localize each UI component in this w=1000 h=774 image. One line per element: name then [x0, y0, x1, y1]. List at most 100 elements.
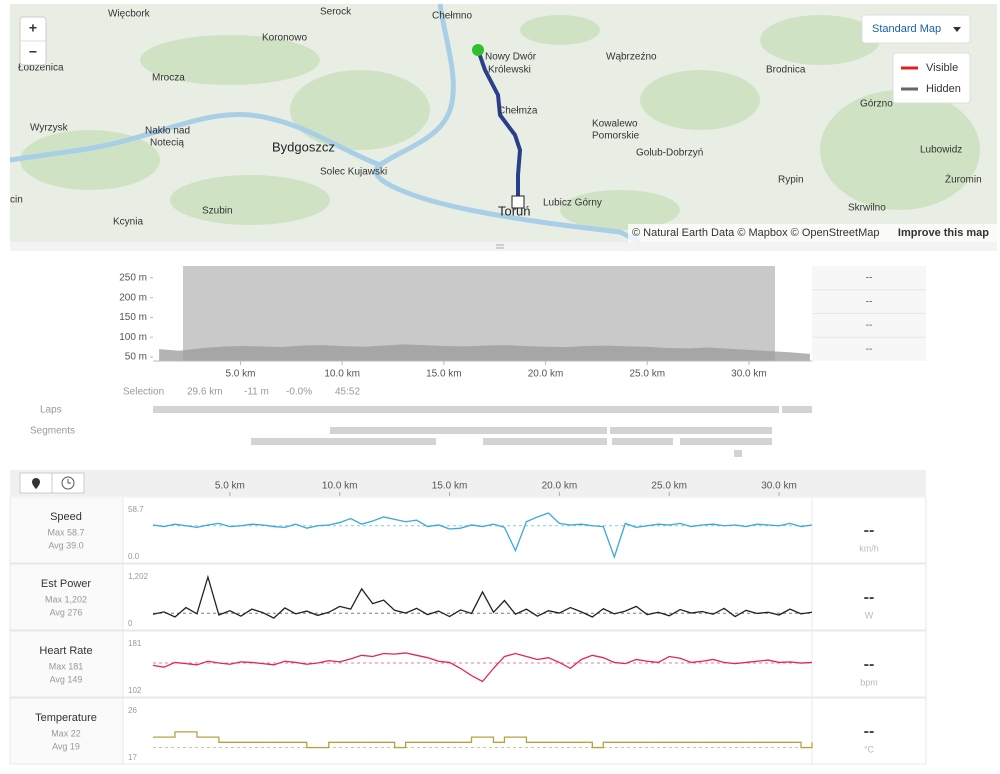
- stream-current: --: [864, 723, 875, 740]
- streams-header: [10, 470, 926, 496]
- x-tick-label: 30.0 km: [761, 481, 797, 492]
- zoom-controls: + −: [19, 16, 47, 66]
- row-plot-cell: [122, 496, 813, 564]
- stream-current: --: [864, 589, 875, 606]
- place: Pomorskie: [592, 131, 640, 142]
- place: Szubin: [202, 206, 233, 217]
- x-tick-label: 5.0 km: [225, 369, 255, 380]
- place: Kcynia: [113, 217, 143, 228]
- stream-name: Heart Rate: [39, 645, 92, 657]
- resize-handle[interactable]: [10, 242, 997, 251]
- laps-label: Laps: [40, 405, 62, 416]
- stream-max: Max 58.7: [47, 527, 84, 537]
- stream-current: --: [864, 656, 875, 673]
- place: Bydgoszcz: [272, 139, 335, 154]
- attribution-bg: [628, 224, 997, 242]
- y-tick-label: 26: [128, 706, 137, 715]
- stream-max: Max 1,202: [45, 594, 87, 604]
- place: Więcbork: [108, 9, 151, 20]
- place: Górzno: [860, 99, 893, 110]
- side-value: --: [866, 273, 873, 284]
- x-tick-label: 15.0 km: [432, 481, 468, 492]
- x-tick-label: 30.0 km: [731, 369, 767, 380]
- place: Brodnica: [766, 65, 806, 76]
- y-tick-label: 250 m: [119, 273, 147, 284]
- row-value-cell: [811, 496, 927, 564]
- place: Lubowidz: [920, 145, 962, 156]
- place: Żuromin: [945, 173, 982, 186]
- selection-elevation: -11 m: [244, 387, 269, 398]
- place: Notecią: [150, 138, 184, 149]
- place: Chełmno: [432, 11, 472, 22]
- place: Chełmża: [498, 106, 538, 117]
- pin-icon: [32, 478, 40, 489]
- row-plot-cell: [122, 563, 813, 631]
- place: Nowy Dwór: [485, 52, 537, 63]
- zoom-out[interactable]: −: [29, 44, 37, 60]
- streams: 5.0 km 10.0 km 15.0 km 20.0 km 25.0 km 30.0 k…: [9, 481, 927, 765]
- stream-max: Max 22: [51, 728, 81, 738]
- place: Łobżenica: [18, 63, 64, 74]
- selection-area: [183, 266, 775, 361]
- place: Skrwilno: [848, 203, 886, 214]
- map-style-label[interactable]: Standard Map: [872, 23, 941, 35]
- stream-max: Max 181: [49, 661, 84, 671]
- y-tick-label: 0.0: [128, 552, 140, 561]
- place: Koronowo: [262, 33, 307, 44]
- place: Lubicz Górny: [543, 198, 602, 209]
- y-tick-label: 100 m: [119, 332, 147, 343]
- row-label-cell: [9, 496, 124, 564]
- map-legend: [892, 52, 971, 104]
- attribution: © Natural Earth Data © Mapbox © OpenStre…: [632, 227, 879, 239]
- side-value: --: [866, 320, 873, 331]
- stream-name: Est Power: [41, 578, 91, 590]
- row-label-cell: [9, 697, 124, 765]
- stream-unit: bpm: [860, 677, 878, 687]
- row-label-cell: [9, 630, 124, 698]
- row-plot-cell: [122, 697, 813, 765]
- selection-label: Selection: [123, 387, 164, 398]
- stream-unit: W: [865, 610, 874, 620]
- stream-current: --: [864, 522, 875, 539]
- stream-line: [153, 731, 813, 749]
- place: Rypin: [778, 175, 804, 186]
- place: Kowalewo: [592, 119, 638, 130]
- stream-line: [152, 574, 813, 619]
- stream-avg: Avg 149: [50, 674, 83, 684]
- place: Solec Kujawski: [320, 167, 387, 178]
- clock-icon: [61, 476, 75, 490]
- dropdown-caret: [953, 27, 961, 32]
- stream-unit: °C: [864, 744, 875, 754]
- side-value: --: [866, 344, 873, 355]
- stream-name: Temperature: [35, 712, 97, 724]
- improve-link[interactable]: Improve this map: [898, 227, 989, 239]
- map-style-button[interactable]: [861, 14, 971, 44]
- place: Mrocza: [152, 73, 185, 84]
- stream-avg: Avg 276: [50, 607, 83, 617]
- place: Nakło nad: [145, 126, 190, 137]
- x-tick-label: 25.0 km: [651, 481, 687, 492]
- segments-label: Segments: [30, 426, 75, 437]
- y-tick-label: 150 m: [119, 312, 147, 323]
- zoom-in[interactable]: +: [29, 20, 37, 36]
- x-tick-label: 25.0 km: [629, 369, 665, 380]
- row-value-cell: [811, 697, 927, 765]
- y-tick-label: 1,202: [128, 572, 149, 581]
- place: Królewski: [488, 65, 531, 76]
- elevation-chart: 250 m 200 m 150 m 100 m 50 m 5.0 km 10.0 km 15.…: [119, 266, 926, 380]
- selection-grade: -0.0%: [286, 387, 312, 398]
- selection-distance: 29.6 km: [187, 387, 223, 398]
- place: Toruń: [498, 203, 531, 218]
- x-tick-label: 20.0 km: [542, 481, 578, 492]
- y-tick-label: 181: [128, 639, 142, 648]
- river: [9, 3, 642, 245]
- x-tick-label: 10.0 km: [324, 369, 360, 380]
- y-tick-label: 17: [128, 753, 137, 762]
- stream-avg: Avg 19: [52, 741, 80, 751]
- elevation-area: [159, 344, 810, 361]
- stream-avg: Avg 39.0: [48, 540, 83, 550]
- side-value: --: [866, 296, 873, 307]
- stream-line: [152, 652, 813, 683]
- y-tick-label: 200 m: [119, 292, 147, 303]
